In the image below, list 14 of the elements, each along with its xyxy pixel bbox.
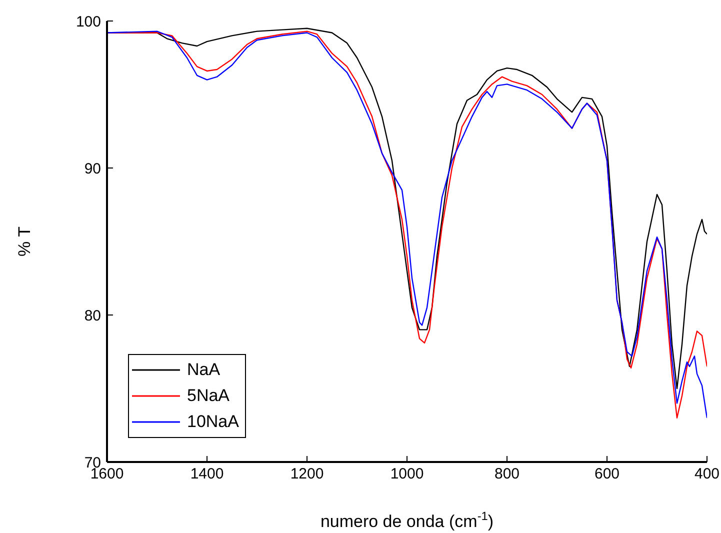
y-tick-label: 80: [84, 307, 101, 324]
x-tick-label: 600: [594, 466, 620, 483]
y-tick-label: 90: [84, 160, 101, 178]
legend-label: 10NaA: [187, 411, 239, 433]
x-tick-label: 800: [494, 466, 520, 483]
legend-label: NaA: [187, 359, 220, 381]
y-tick-label: 100: [76, 13, 101, 30]
x-axis-title: numero de onda (cm$^{-1}$): [320, 509, 494, 531]
x-tick-label: 1200: [290, 466, 324, 483]
x-tick-label: 400: [694, 466, 720, 483]
x-tick-label: 1400: [190, 466, 224, 483]
x-tick-label: 1000: [390, 466, 424, 483]
y-axis-title: % T: [15, 226, 34, 256]
legend-label: 5NaA: [187, 385, 230, 407]
